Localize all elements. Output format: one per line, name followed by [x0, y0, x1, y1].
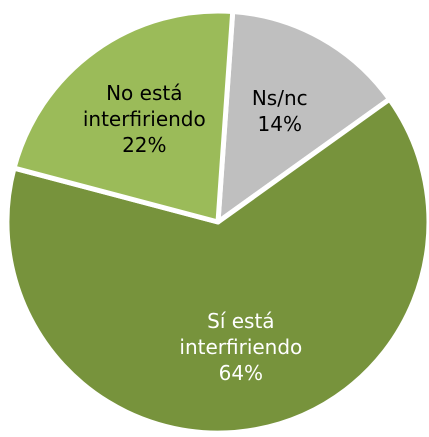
- value-label: 14%: [257, 112, 302, 137]
- value-label: 64%: [218, 360, 264, 385]
- slice-label: No está interfiriendo 22%: [64, 80, 224, 158]
- slice-label: Sí está interfiriendo 64%: [161, 308, 321, 386]
- category-label: No está interfiriendo: [82, 81, 206, 132]
- value-label: 22%: [122, 133, 167, 158]
- category-label: Ns/nc: [251, 86, 308, 111]
- pie-slice: [11, 8, 236, 225]
- slice-label: Ns/nc 14%: [200, 85, 360, 137]
- pie-slice: [215, 9, 393, 225]
- category-label: Sí está interfiriendo: [179, 308, 303, 359]
